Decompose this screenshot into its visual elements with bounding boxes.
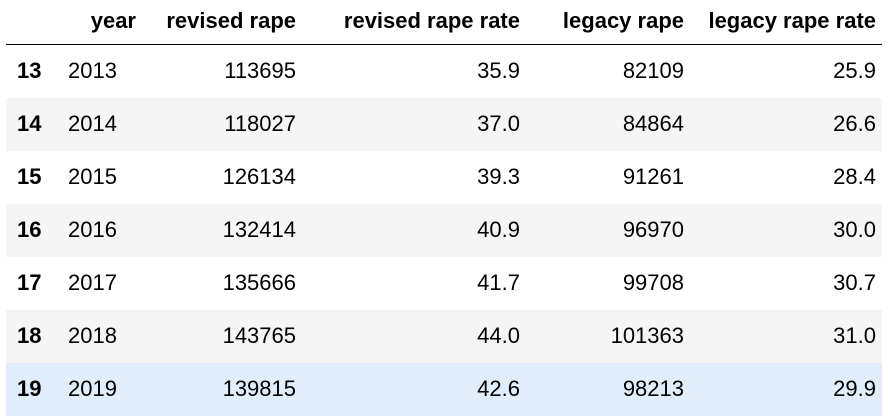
index-column-header bbox=[6, 0, 56, 45]
row-index: 13 bbox=[17, 58, 42, 84]
revised-rape-rate-cell: 35.9 bbox=[477, 58, 520, 84]
legacy-rape-rate-cell: 29.9 bbox=[833, 376, 876, 401]
legacy-rape-rate-cell: 31.0 bbox=[833, 323, 876, 348]
legacy-rape-rate-cell: 25.9 bbox=[833, 58, 876, 84]
revised-rape-rate-cell: 42.6 bbox=[477, 376, 520, 401]
revised-rape-cell: 135666 bbox=[222, 270, 296, 295]
legacy-rape-rate-cell: 26.6 bbox=[833, 111, 876, 136]
row-index: 18 bbox=[17, 323, 42, 348]
legacy-rape-cell: 91261 bbox=[622, 164, 684, 189]
legacy-rape-cell: 84864 bbox=[622, 111, 684, 136]
table-row: 17 2017 135666 41.7 99708 30.7 bbox=[6, 256, 882, 310]
row-index: 17 bbox=[17, 270, 42, 295]
revised-rape-cell: 132414 bbox=[222, 217, 296, 242]
year-cell: 2019 bbox=[68, 376, 117, 401]
revised-rape-cell: 143765 bbox=[222, 323, 296, 348]
table-row: 16 2016 132414 40.9 96970 30.0 bbox=[6, 203, 882, 257]
revised-rape-rate-cell: 44.0 bbox=[477, 323, 520, 348]
row-index: 14 bbox=[17, 111, 42, 136]
table-row: 13 2013 113695 35.9 82109 25.9 bbox=[6, 44, 882, 98]
row-index: 19 bbox=[17, 376, 42, 401]
legacy-rape-column-header: legacy rape bbox=[526, 0, 690, 45]
legacy-rape-rate-cell: 30.0 bbox=[833, 217, 876, 242]
legacy-rape-rate-cell: 28.4 bbox=[833, 164, 876, 189]
row-index: 16 bbox=[17, 217, 42, 242]
year-cell: 2015 bbox=[68, 164, 117, 189]
revised-rape-rate-cell: 40.9 bbox=[477, 217, 520, 242]
dataframe-table: year revised rape revised rape rate lega… bbox=[6, 0, 882, 416]
revised-rape-column-header: revised rape bbox=[142, 0, 302, 45]
revised-rape-cell: 139815 bbox=[222, 376, 296, 401]
table-row: 18 2018 143765 44.0 101363 31.0 bbox=[6, 309, 882, 363]
year-cell: 2017 bbox=[68, 270, 117, 295]
year-cell: 2013 bbox=[68, 58, 117, 84]
table-row-highlighted: 19 2019 139815 42.6 98213 29.9 bbox=[6, 362, 882, 416]
revised-rape-cell: 126134 bbox=[222, 164, 296, 189]
revised-rape-rate-cell: 39.3 bbox=[477, 164, 520, 189]
legacy-rape-cell: 98213 bbox=[622, 376, 684, 401]
table-row: 14 2014 118027 37.0 84864 26.6 bbox=[6, 97, 882, 151]
year-column-header: year bbox=[56, 0, 142, 45]
table-row: 15 2015 126134 39.3 91261 28.4 bbox=[6, 150, 882, 204]
year-cell: 2014 bbox=[68, 111, 117, 136]
legacy-rape-cell: 96970 bbox=[622, 217, 684, 242]
revised-rape-rate-column-header: revised rape rate bbox=[302, 0, 526, 45]
legacy-rape-rate-column-header: legacy rape rate bbox=[690, 0, 882, 45]
legacy-rape-cell: 101363 bbox=[610, 323, 684, 348]
year-cell: 2018 bbox=[68, 323, 117, 348]
revised-rape-cell: 118027 bbox=[224, 111, 296, 136]
legacy-rape-rate-cell: 30.7 bbox=[833, 270, 876, 295]
table-header-row: year revised rape revised rape rate lega… bbox=[6, 0, 882, 45]
year-cell: 2016 bbox=[68, 217, 117, 242]
revised-rape-cell: 113695 bbox=[224, 58, 296, 84]
legacy-rape-cell: 82109 bbox=[622, 58, 684, 84]
revised-rape-rate-cell: 37.0 bbox=[477, 111, 520, 136]
revised-rape-rate-cell: 41.7 bbox=[477, 270, 520, 295]
row-index: 15 bbox=[17, 164, 42, 189]
legacy-rape-cell: 99708 bbox=[622, 270, 684, 295]
